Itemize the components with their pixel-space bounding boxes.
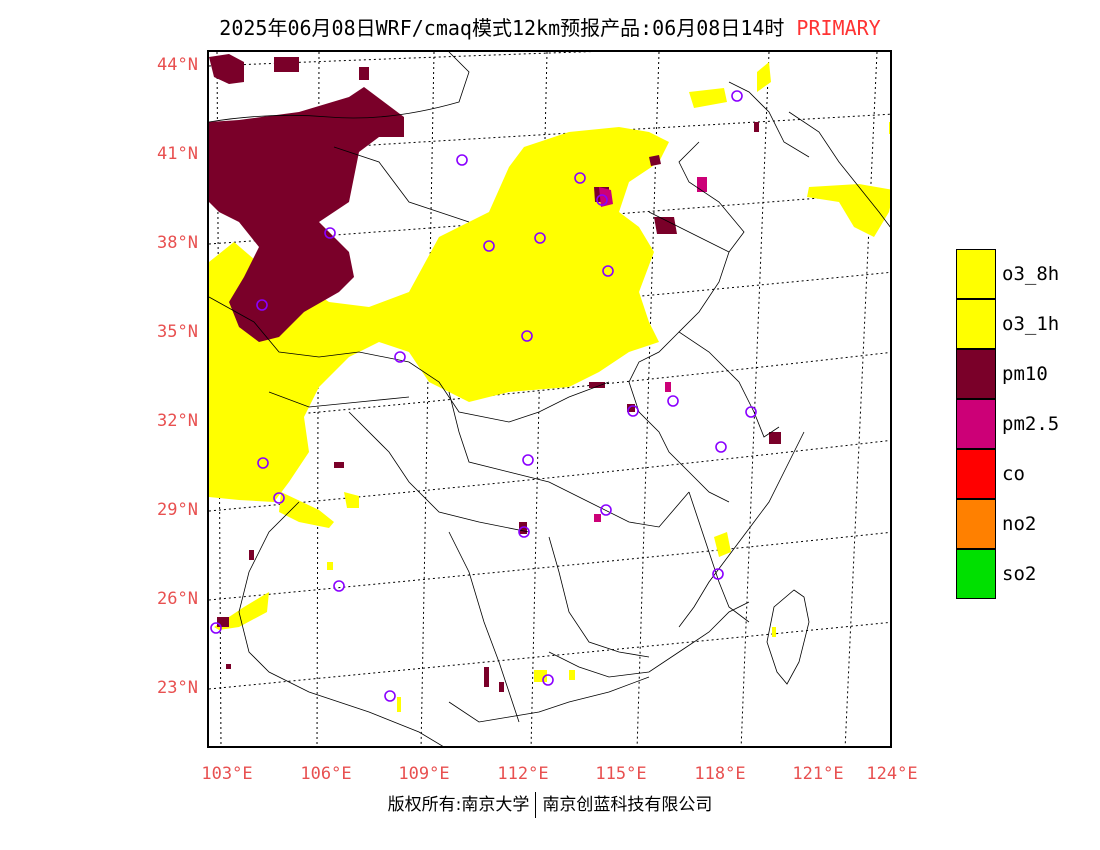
lon-label-115: 115°E xyxy=(595,764,647,784)
legend-swatch-co xyxy=(956,449,996,499)
lat-label-32: 32°N xyxy=(157,411,198,431)
o3-area xyxy=(209,62,890,712)
lon-label-118: 118°E xyxy=(694,764,746,784)
lon-label-124: 124°E xyxy=(866,764,918,784)
legend-label-pm10: pm10 xyxy=(1002,363,1048,385)
copyright-right: 南京创蓝科技有限公司 xyxy=(542,795,713,815)
map-title: 2025年06月08日WRF/cmaq模式12km预报产品:06月08日14时 xyxy=(219,16,785,40)
legend-swatch-pm10 xyxy=(956,349,996,399)
pm10-area xyxy=(209,54,781,692)
legend-label-o3-8h: o3_8h xyxy=(1002,263,1060,285)
lon-label-109: 109°E xyxy=(398,764,450,784)
lat-label-44: 44°N xyxy=(157,55,198,75)
lon-label-103: 103°E xyxy=(201,764,253,784)
pollutant-map[interactable] xyxy=(209,52,892,748)
copyright-footer: 版权所有:南京大学 南京创蓝科技有限公司 xyxy=(0,790,1100,818)
lat-label-29: 29°N xyxy=(157,500,198,520)
legend-swatch-o3-8h xyxy=(956,249,996,299)
lon-label-106: 106°E xyxy=(300,764,352,784)
lat-label-23: 23°N xyxy=(157,678,198,698)
lat-label-41: 41°N xyxy=(157,144,198,164)
primary-tag: PRIMARY xyxy=(796,16,881,40)
legend-label-co: co xyxy=(1002,463,1025,485)
legend-swatch-no2 xyxy=(956,499,996,549)
legend-swatch-so2 xyxy=(956,549,996,599)
legend-label-so2: so2 xyxy=(1002,563,1037,585)
legend-label-o3-1h: o3_1h xyxy=(1002,313,1060,335)
legend-swatch-o3-1h xyxy=(956,299,996,349)
legend-label-no2: no2 xyxy=(1002,513,1037,535)
map-frame[interactable] xyxy=(207,50,892,748)
legend-swatch-pm25 xyxy=(956,399,996,449)
map-title-row: 2025年06月08日WRF/cmaq模式12km预报产品:06月08日14时 P… xyxy=(0,12,1100,41)
station-markers xyxy=(210,90,757,702)
lon-label-121: 121°E xyxy=(792,764,844,784)
lon-label-112: 112°E xyxy=(497,764,549,784)
boundary-lines xyxy=(209,52,890,746)
lat-label-38: 38°N xyxy=(157,233,198,253)
copyright-left: 版权所有:南京大学 xyxy=(387,795,530,815)
footer-divider xyxy=(535,792,537,818)
lat-label-35: 35°N xyxy=(157,322,198,342)
lat-label-26: 26°N xyxy=(157,589,198,609)
legend-label-pm25: pm2.5 xyxy=(1002,413,1060,435)
